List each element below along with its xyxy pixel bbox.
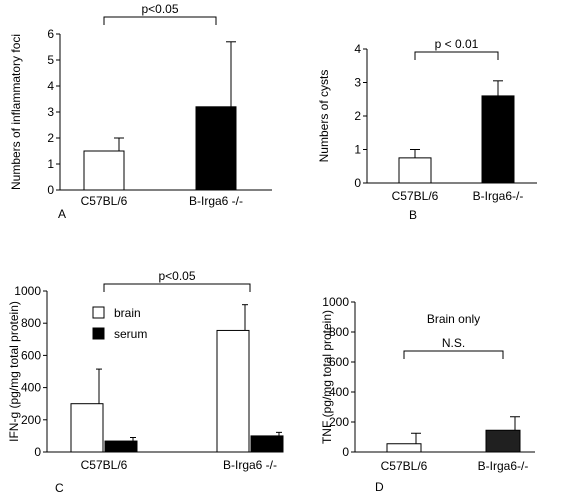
panel-b-category-label: C57BL/6	[392, 189, 439, 203]
panel-a-y-tick-label: 1	[47, 157, 54, 171]
panel-c-legend-swatch	[92, 327, 105, 340]
panel-c-bar-brain	[216, 329, 250, 453]
panel-d-category-label: C57BL/6	[381, 459, 428, 473]
panel-b-y-tick-label: 2	[354, 109, 361, 123]
panel-c-category-label: B-Irga6 -/-	[223, 458, 277, 472]
panel-b-significance-label: p < 0.01	[435, 37, 479, 51]
panel-c-y-tick-label: 600	[21, 348, 41, 362]
panel-c-y-tick-label: 200	[21, 413, 41, 427]
panel-a-y-tick-label: 4	[47, 79, 54, 93]
panel-c-y-axis-label: IFN-g (pg/mg total protein)	[7, 301, 21, 442]
panel-b-category-label: B-Irga6-/-	[473, 189, 524, 203]
panel-a-significance-bracket	[103, 16, 217, 25]
panel-a-y-tick-label: 5	[47, 53, 54, 67]
panel-c-legend-label: brain	[114, 306, 141, 320]
panel-d-y-tick-label: 1000	[322, 295, 349, 309]
panel-d-y-tick-label: 600	[329, 355, 349, 369]
panel-a-y-tick-label: 0	[47, 183, 54, 197]
panel-d-panel-label: D	[375, 480, 384, 494]
panel-b-y-axis-label: Numbers of cysts	[317, 70, 331, 163]
panel-a-bar	[195, 106, 237, 191]
panel-a-panel-label: A	[58, 207, 66, 221]
panel-d-bar	[386, 443, 422, 453]
panel-c-bar-serum	[104, 440, 138, 453]
panel-d-y-tick-label: 200	[329, 415, 349, 429]
panel-d-y-tick-label: 800	[329, 325, 349, 339]
panel-d-y-tick-label: 400	[329, 385, 349, 399]
panel-d-significance-label: N.S.	[442, 336, 465, 350]
panel-b-bar	[398, 157, 432, 184]
panel-c-bar-brain	[70, 403, 104, 453]
panel-c-significance-bracket	[103, 283, 251, 292]
panel-b-panel-label: B	[409, 208, 417, 222]
panel-a-y-tick-label: 2	[47, 131, 54, 145]
panel-c-y-tick-label: 400	[21, 381, 41, 395]
panel-b-y-tick-label: 1	[354, 143, 361, 157]
panel-d-y-tick-label: 0	[342, 445, 349, 459]
panel-b-y-tick-label: 4	[354, 42, 361, 56]
panel-c-y-tick-label: 1000	[14, 284, 41, 298]
panel-c-y-tick-label: 800	[21, 316, 41, 330]
panel-d-y-axis-label: TNF (pg/mg total protein)	[320, 310, 334, 444]
panel-a-category-label: B-Irga6 -/-	[189, 194, 243, 208]
panel-a-y-tick-label: 6	[47, 27, 54, 41]
panel-b-significance-bracket	[414, 51, 499, 60]
panel-c-y-tick-label: 0	[34, 445, 41, 459]
panel-a-category-label: C57BL/6	[81, 194, 128, 208]
panel-d-annotation: Brain only	[427, 312, 480, 326]
panel-d-significance-bracket	[403, 350, 504, 359]
panel-c-bar-serum	[250, 435, 284, 453]
panel-b-bar	[481, 95, 515, 184]
panel-a-bar	[83, 150, 125, 191]
panel-c-category-label: C57BL/6	[81, 458, 128, 472]
panel-c-legend-swatch	[92, 306, 105, 319]
panel-a-y-axis-label: Numbers of inflammatory foci	[9, 34, 23, 190]
panel-c-significance-label: p<0.05	[158, 269, 195, 283]
panel-a-significance-label: p<0.05	[141, 2, 178, 16]
panel-b-y-tick-label: 0	[354, 176, 361, 190]
panel-c-legend-label: serum	[114, 327, 147, 341]
panel-d-category-label: B-Irga6-/-	[478, 459, 529, 473]
panel-c-panel-label: C	[55, 481, 64, 495]
panel-a-y-tick-label: 3	[47, 105, 54, 119]
panel-b-y-tick-label: 3	[354, 76, 361, 90]
panel-d-bar	[485, 429, 521, 453]
